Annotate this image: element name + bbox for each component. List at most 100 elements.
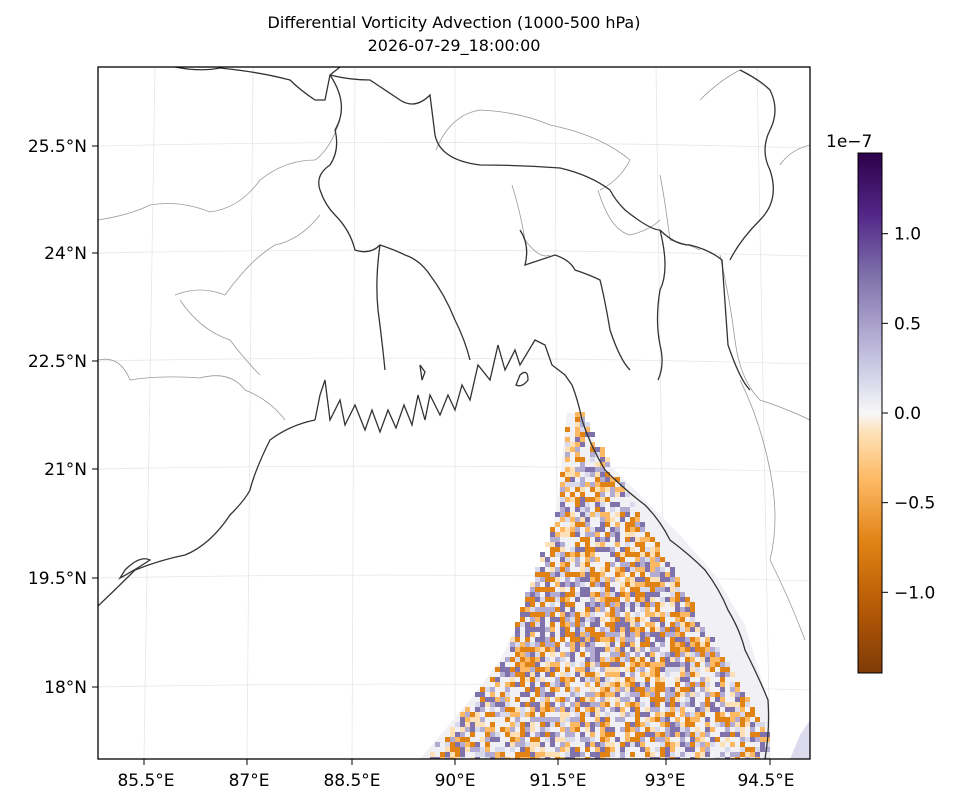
field-cell [570,722,575,727]
field-cell [695,757,700,759]
field-cell [620,617,625,622]
field-cell [600,662,605,667]
field-cell [605,602,610,607]
field-cell [530,697,535,702]
field-cell [600,597,605,602]
field-cell [720,732,725,737]
field-cell [560,552,565,557]
field-cell [595,607,600,612]
field-cell [680,652,685,657]
field-cell [640,747,645,752]
field-cell [650,732,655,737]
field-cell [600,542,605,547]
field-cell [525,592,530,597]
field-cell [530,747,535,752]
field-cell [550,682,555,687]
field-cell [615,637,620,642]
field-cell [635,582,640,587]
field-cell [605,722,610,727]
field-cell [625,577,630,582]
field-cell [610,627,615,632]
field-cell [660,597,665,602]
field-cell [645,577,650,582]
field-cell [515,652,520,657]
field-cell [705,642,710,647]
field-cell [455,757,460,759]
field-cell [750,747,755,752]
field-cell [490,707,495,712]
field-cell [755,717,760,722]
field-cell [590,442,595,447]
field-cell [580,412,585,417]
field-cell [665,752,670,757]
field-cell [590,737,595,742]
field-cell [520,672,525,677]
field-cell [540,577,545,582]
field-cell [625,547,630,552]
field-cell [670,707,675,712]
field-cell [665,737,670,742]
field-cell [515,647,520,652]
field-cell [560,597,565,602]
field-cell [525,722,530,727]
field-cell [655,542,660,547]
field-cell [625,617,630,622]
field-cell [745,737,750,742]
field-cell [665,697,670,702]
field-cell [600,722,605,727]
field-cell [640,672,645,677]
field-cell [730,757,735,759]
field-cell [475,692,480,697]
field-cell [555,617,560,622]
field-cell [705,747,710,752]
field-cell [610,667,615,672]
field-cell [475,722,480,727]
field-cell [600,757,605,759]
field-cell [595,632,600,637]
field-cell [435,742,440,747]
field-cell [590,637,595,642]
field-cell [600,522,605,527]
field-cell [720,657,725,662]
field-cell [625,642,630,647]
field-cell [520,647,525,652]
field-cell [520,757,525,759]
field-cell [630,522,635,527]
field-cell [645,752,650,757]
field-cell [650,572,655,577]
field-cell [570,472,575,477]
field-cell [725,707,730,712]
field-cell [620,507,625,512]
field-cell [670,757,675,759]
field-cell [765,747,770,752]
field-cell [535,577,540,582]
field-cell [705,707,710,712]
field-cell [600,447,605,452]
field-cell [520,692,525,697]
field-cell [590,617,595,622]
field-cell [540,707,545,712]
field-cell [530,712,535,717]
field-cell [660,712,665,717]
field-cell [620,757,625,759]
field-cell [495,757,500,759]
vorticity-field-corner [790,720,810,759]
field-cell [595,547,600,552]
field-cell [605,727,610,732]
field-cell [645,602,650,607]
field-cell [570,687,575,692]
field-cell [515,757,520,759]
field-cell [530,737,535,742]
field-cell [545,752,550,757]
field-cell [645,692,650,697]
field-cell [600,657,605,662]
field-cell [750,712,755,717]
field-cell [585,422,590,427]
field-cell [715,692,720,697]
field-cell [725,662,730,667]
field-cell [550,567,555,572]
lat-axis: 25.5°N 24°N 22.5°N 21°N 19.5°N 18°N [28,137,98,698]
field-cell [585,757,590,759]
field-cell [580,622,585,627]
